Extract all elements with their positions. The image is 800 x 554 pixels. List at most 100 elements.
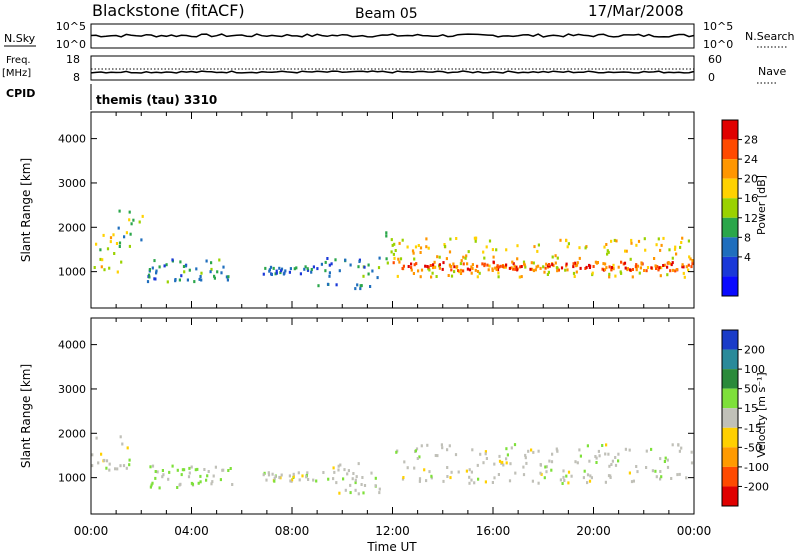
data-cell bbox=[363, 265, 366, 269]
data-cell bbox=[625, 249, 628, 253]
data-cell bbox=[332, 466, 335, 470]
data-cell bbox=[605, 443, 608, 447]
data-cell bbox=[655, 475, 658, 479]
data-cell bbox=[520, 275, 523, 279]
data-cell bbox=[449, 237, 452, 241]
data-cell bbox=[486, 263, 489, 267]
data-cell bbox=[344, 258, 347, 262]
data-cell bbox=[666, 265, 669, 269]
data-cell bbox=[399, 257, 403, 261]
data-cell bbox=[651, 469, 654, 473]
x-tick-label: 00:00 bbox=[677, 524, 712, 538]
data-cell bbox=[671, 256, 674, 260]
data-cell bbox=[666, 273, 669, 277]
x-tick-labels: 00:00 04:00 08:00 12:00 16:00 20:00 00:00 bbox=[74, 524, 712, 538]
data-cell bbox=[629, 268, 632, 272]
data-cell bbox=[264, 266, 267, 270]
data-cell bbox=[499, 264, 502, 268]
data-cell bbox=[681, 264, 685, 268]
data-cell bbox=[289, 479, 292, 483]
data-cell bbox=[505, 447, 508, 451]
data-cell bbox=[459, 272, 463, 275]
data-cell bbox=[473, 236, 476, 240]
data-cell bbox=[683, 275, 686, 279]
data-cell bbox=[505, 457, 508, 461]
data-cell bbox=[378, 487, 381, 491]
data-cell bbox=[402, 476, 405, 479]
data-cell bbox=[450, 470, 453, 474]
data-cell bbox=[158, 486, 161, 490]
data-cell bbox=[495, 248, 498, 252]
data-cell bbox=[425, 479, 428, 483]
data-cell bbox=[673, 247, 677, 251]
y-tick-label: 4000 bbox=[58, 133, 86, 146]
data-cell bbox=[218, 258, 221, 262]
data-cell bbox=[548, 459, 551, 463]
data-cell bbox=[315, 479, 318, 483]
data-cell bbox=[606, 252, 609, 256]
data-cell bbox=[559, 238, 562, 242]
data-cell bbox=[297, 471, 300, 475]
data-cell bbox=[667, 261, 670, 264]
data-cell bbox=[614, 274, 617, 278]
scale-tick-label: 12 bbox=[744, 212, 758, 225]
data-cell bbox=[148, 268, 151, 271]
data-cell bbox=[125, 231, 128, 235]
data-cell bbox=[128, 210, 131, 214]
data-cell bbox=[103, 268, 106, 272]
data-cell bbox=[130, 222, 133, 226]
data-cell bbox=[442, 261, 445, 265]
data-cell bbox=[532, 261, 535, 265]
data-cell bbox=[491, 269, 494, 272]
data-cell bbox=[161, 475, 164, 479]
data-cell bbox=[508, 479, 512, 483]
data-cell bbox=[620, 260, 623, 264]
data-cell bbox=[574, 261, 577, 265]
data-cell bbox=[573, 275, 576, 278]
nsearch-tick-bottom: 10^0 bbox=[703, 38, 733, 51]
data-cell bbox=[557, 268, 560, 272]
data-cell bbox=[516, 268, 519, 272]
data-cell bbox=[582, 476, 585, 480]
data-cell bbox=[537, 264, 540, 268]
data-cell bbox=[327, 477, 330, 481]
data-cell bbox=[674, 269, 677, 273]
data-cell bbox=[545, 262, 548, 266]
data-cell bbox=[117, 226, 120, 230]
x-tick-label: 16:00 bbox=[476, 524, 511, 538]
data-cell bbox=[484, 450, 487, 454]
data-cell bbox=[456, 265, 459, 269]
data-cell bbox=[105, 459, 109, 463]
data-cell bbox=[419, 275, 422, 279]
data-cell bbox=[418, 477, 422, 481]
data-cell bbox=[654, 469, 657, 473]
data-cell bbox=[657, 237, 660, 241]
data-cell bbox=[417, 244, 420, 247]
data-cell bbox=[646, 266, 650, 269]
data-cell bbox=[468, 468, 471, 472]
data-cell bbox=[533, 245, 536, 249]
nave-tick-bottom: 0 bbox=[708, 71, 715, 84]
data-cell bbox=[660, 475, 663, 479]
data-cell bbox=[502, 463, 505, 467]
data-cell bbox=[588, 263, 591, 267]
data-cell bbox=[650, 266, 653, 270]
data-cell bbox=[624, 249, 627, 253]
scale-swatch bbox=[722, 139, 738, 160]
data-cell bbox=[640, 262, 643, 266]
data-cell bbox=[496, 265, 499, 269]
data-cell bbox=[491, 267, 494, 271]
data-cell bbox=[591, 271, 594, 275]
data-cell bbox=[539, 266, 542, 270]
data-cell bbox=[403, 460, 406, 464]
data-cell bbox=[602, 262, 605, 266]
data-cell bbox=[171, 464, 174, 468]
data-cell bbox=[474, 268, 477, 272]
data-cell bbox=[176, 468, 179, 472]
data-cell bbox=[653, 257, 656, 260]
data-cell bbox=[639, 266, 642, 270]
data-cell bbox=[682, 271, 685, 275]
data-cell bbox=[220, 271, 223, 275]
data-cell bbox=[566, 245, 569, 249]
data-cell bbox=[675, 268, 678, 271]
